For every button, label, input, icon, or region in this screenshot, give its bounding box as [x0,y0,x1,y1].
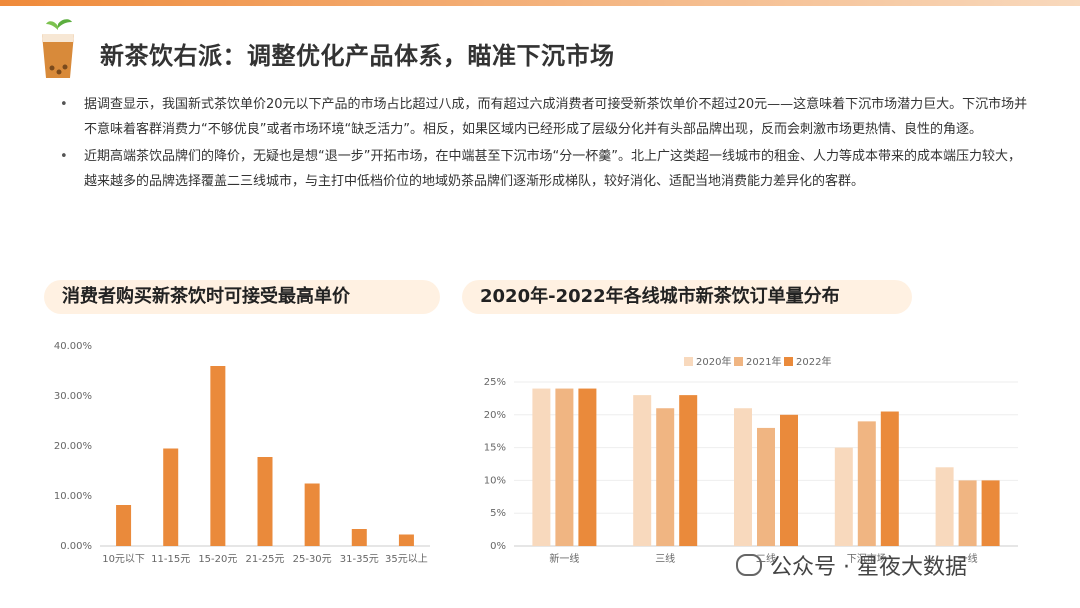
legend-label: 2020年 [696,355,731,368]
legend-label: 2021年 [746,355,781,368]
bullet-item: • 据调查显示，我国新式茶饮单价20元以下产品的市场占比超过八成，而有超过六成消费… [58,92,1028,142]
bar [935,467,954,546]
watermark-text: 公众号 · 星夜大数据 [770,555,967,580]
y-tick-label: 20% [484,410,506,421]
bar [757,427,775,546]
y-tick-label: 15% [484,443,506,454]
y-tick-label: 0.00% [60,541,92,552]
y-tick-label: 10% [484,475,506,486]
x-tick-label: 15-20元 [198,554,237,565]
bar [163,448,179,546]
bar [116,505,132,546]
bar [532,388,551,546]
bar [880,411,899,546]
bar [958,480,977,546]
left-chart-title: 消费者购买新茶饮时可接受最高单价 [44,280,440,314]
bar [351,529,367,546]
bar [734,408,752,546]
bar [398,534,414,546]
page-title: 新茶饮右派：调整优化产品体系，瞄准下沉市场 [100,42,615,70]
y-tick-label: 5% [490,508,506,519]
x-tick-label: 下沉市场 [847,552,887,565]
bullet-dot-icon: • [60,149,68,164]
y-tick-label: 30.00% [54,391,92,402]
watermark: 公众号 · 星夜大数据 [736,548,967,582]
legend-label: 2022年 [796,355,831,368]
bar [633,395,652,546]
x-tick-label: 25-30元 [293,554,332,565]
y-tick-label: 10.00% [54,491,92,502]
bar [304,483,320,546]
bullet-text: 近期高端茶饮品牌们的降价，无疑也是想“退一步”开拓市场，在中端甚至下沉市场“分一… [84,149,1021,189]
x-tick-label: 新一线 [549,552,579,565]
bar [981,480,1000,546]
x-tick-label: 三线 [655,552,675,565]
bar [578,388,597,546]
bullet-text: 据调查显示，我国新式茶饮单价20元以下产品的市场占比超过八成，而有超过六成消费者… [84,97,1028,137]
y-tick-label: 0% [490,541,506,552]
y-tick-label: 40.00% [54,341,92,352]
bar [210,366,226,546]
x-tick-label: 35元以上 [385,553,428,565]
bar [656,408,675,546]
bullet-dot-icon: • [60,97,68,112]
top-rule [0,0,1080,6]
x-tick-label: 31-35元 [340,554,379,565]
x-tick-label: 21-25元 [245,554,284,565]
bar [857,421,876,546]
legend-swatch [784,357,793,366]
legend-swatch [684,357,693,366]
bar [257,457,273,546]
x-tick-label: 11-15元 [151,554,190,565]
x-tick-label: 一线 [958,552,978,565]
x-tick-label: 10元以下 [102,554,145,565]
bar [834,447,853,546]
y-tick-label: 25% [484,377,506,388]
bar [780,414,798,546]
bar [679,395,698,546]
legend-swatch [734,357,743,366]
bullet-list: • 据调查显示，我国新式茶饮单价20元以下产品的市场占比超过八成，而有超过六成消费… [58,92,1028,196]
wechat-icon [736,554,762,576]
price-acceptance-chart: 0.00% 10.00% 20.00% 30.00% 40.00% 10元以下 11-15元… [54,341,430,565]
bar [555,388,574,546]
bullet-item: • 近期高端茶饮品牌们的降价，无疑也是想“退一步”开拓市场，在中端甚至下沉市场“分… [58,144,1028,194]
milk-tea-logo-icon [42,19,74,78]
right-chart-title: 2020年-2022年各线城市新茶饮订单量分布 [462,280,912,314]
y-tick-label: 20.00% [54,441,92,452]
